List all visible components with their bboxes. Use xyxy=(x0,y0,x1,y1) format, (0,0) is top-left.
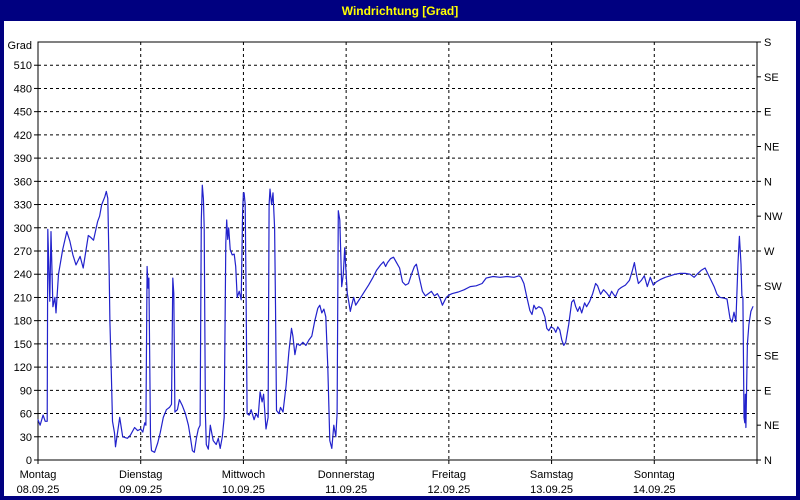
wind-direction-chart: 0 30 60 90 120 150 180 210 240 270 300 330 360 390 420… xyxy=(8,37,783,496)
y-left-tick-label: 420 xyxy=(14,130,32,142)
y-left-tick-label: 180 xyxy=(14,316,32,328)
x-day-name-label: Mittwoch xyxy=(222,469,265,481)
y-left-tick-label: 270 xyxy=(14,246,32,258)
y-left-tick-label: 210 xyxy=(14,292,32,304)
y-left-tick-label: 240 xyxy=(14,269,32,281)
y-left-tick-label: 0 xyxy=(26,455,32,467)
x-day-name-label: Sonntag xyxy=(634,469,675,481)
y-right-tick-label: S xyxy=(764,316,771,328)
x-day-name-label: Freitag xyxy=(432,469,466,481)
y-right-tick-label: W xyxy=(764,246,775,258)
x-day-name-label: Dienstag xyxy=(119,469,162,481)
y-right-tick-label: NE xyxy=(764,420,779,432)
x-day-date-label: 14.09.25 xyxy=(633,484,676,496)
x-day-date-label: 12.09.25 xyxy=(427,484,470,496)
title-bar: Windrichtung [Grad] xyxy=(0,0,800,21)
y-left-tick-label: 90 xyxy=(20,385,32,397)
y-right-tick-label: N xyxy=(764,176,772,188)
x-day-date-label: 13.09.25 xyxy=(530,484,573,496)
y-right-tick-label: SE xyxy=(764,351,779,363)
y-right-tick-label: NW xyxy=(764,211,783,223)
y-axis-unit-label: Grad xyxy=(8,40,32,52)
y-left-tick-label: 300 xyxy=(14,223,32,235)
y-left-tick-label: 30 xyxy=(20,432,32,444)
x-day-date-label: 08.09.25 xyxy=(17,484,60,496)
y-left-tick-label: 150 xyxy=(14,339,32,351)
x-day-name-label: Montag xyxy=(20,469,57,481)
x-day-name-label: Donnerstag xyxy=(318,469,375,481)
y-right-tick-label: E xyxy=(764,385,771,397)
window-title: Windrichtung [Grad] xyxy=(341,3,459,18)
y-right-tick-label: N xyxy=(764,455,772,467)
y-right-tick-label: NE xyxy=(764,142,779,154)
y-left-tick-label: 120 xyxy=(14,362,32,374)
x-day-date-label: 11.09.25 xyxy=(325,484,367,496)
y-right-tick-label: S xyxy=(764,37,771,49)
y-left-tick-label: 480 xyxy=(14,83,32,95)
y-right-tick-label: SE xyxy=(764,72,779,84)
y-right-tick-label: SW xyxy=(764,281,782,293)
y-left-tick-label: 60 xyxy=(20,409,32,421)
y-left-tick-label: 330 xyxy=(14,200,32,212)
x-day-date-label: 09.09.25 xyxy=(119,484,162,496)
y-left-tick-label: 390 xyxy=(14,153,32,165)
y-right-tick-label: E xyxy=(764,107,771,119)
x-day-date-label: 10.09.25 xyxy=(222,484,265,496)
chart-area: 0 30 60 90 120 150 180 210 240 270 300 330 360 390 420… xyxy=(4,21,796,496)
wind-direction-line xyxy=(37,184,754,453)
y-left-tick-label: 360 xyxy=(14,176,32,188)
y-left-tick-label: 510 xyxy=(14,60,32,72)
x-day-name-label: Samstag xyxy=(530,469,573,481)
y-left-tick-label: 450 xyxy=(14,107,32,119)
